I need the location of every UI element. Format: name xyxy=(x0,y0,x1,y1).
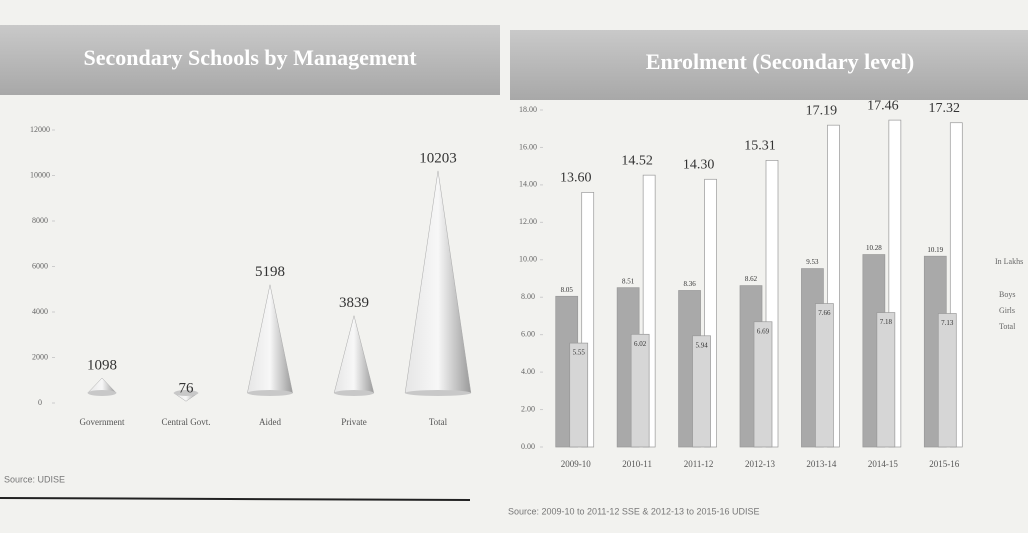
x-tick-label: 2011-12 xyxy=(684,459,714,469)
value-label: 8.36 xyxy=(683,280,696,288)
bar xyxy=(692,335,711,448)
value-label: 10.19 xyxy=(927,246,943,254)
y-tick-label: 6000 xyxy=(32,261,48,270)
value-label: 15.31 xyxy=(744,139,776,154)
y-tick-label: 2000 xyxy=(32,352,48,361)
source: Source: 2009-10 to 2011-12 SSE & 2012-13… xyxy=(508,506,760,516)
x-tick-label: 2013-14 xyxy=(806,459,836,469)
y-tick-label: 6.00 xyxy=(521,329,535,338)
bar xyxy=(569,342,589,448)
y-tick-label: 12000 xyxy=(30,125,50,134)
rule xyxy=(0,497,471,501)
value-label: 8.51 xyxy=(622,277,635,285)
cone-base xyxy=(405,390,471,396)
bar xyxy=(937,313,957,448)
y-tick-label: 0 xyxy=(38,398,42,407)
y-tick-label: 4000 xyxy=(32,307,48,316)
chart-title: Secondary Schools by Management xyxy=(83,45,417,70)
legend-entry: Girls xyxy=(999,306,1015,315)
y-tick-label: 8000 xyxy=(32,216,48,225)
cone-base xyxy=(334,390,374,396)
title-banner xyxy=(0,25,500,95)
value-label: 17.32 xyxy=(929,101,961,116)
x-tick-label: 2009-10 xyxy=(561,459,591,469)
value-label: 6.69 xyxy=(757,327,770,335)
y-tick-label: 12.00 xyxy=(519,217,537,226)
x-tick-label: 2010-11 xyxy=(622,459,652,469)
value-label: 7.13 xyxy=(941,319,954,327)
cone-base xyxy=(173,390,199,396)
legend-entry: Total xyxy=(999,322,1016,331)
value-label: 17.46 xyxy=(867,98,899,113)
value-label: 8.62 xyxy=(745,275,758,283)
value-label: 1098 xyxy=(87,357,117,373)
source: Source: UDISE xyxy=(4,474,65,484)
value-label: 13.60 xyxy=(560,171,592,186)
legend-title: In Lakhs xyxy=(995,257,1023,266)
value-label: 9.53 xyxy=(806,258,819,266)
bar xyxy=(630,333,650,448)
x-tick-label: 2015-16 xyxy=(929,459,959,469)
legend-entry: Boys xyxy=(999,290,1015,299)
y-tick-label: 2.00 xyxy=(521,404,535,413)
x-tick-label: Total xyxy=(429,417,448,427)
bar xyxy=(815,303,834,448)
x-tick-label: Government xyxy=(80,417,125,427)
y-tick-label: 18.00 xyxy=(519,105,537,114)
cone-base xyxy=(247,390,293,396)
y-tick-label: 0.00 xyxy=(521,442,535,451)
y-tick-label: 10000 xyxy=(30,170,50,179)
value-label: 3839 xyxy=(339,295,369,311)
value-label: 17.19 xyxy=(806,103,838,118)
chart-title: Enrolment (Secondary level) xyxy=(646,49,914,74)
value-label: 6.02 xyxy=(634,340,647,348)
y-tick-label: 10.00 xyxy=(519,255,537,264)
value-label: 5.94 xyxy=(695,341,708,349)
cone-base xyxy=(87,390,117,396)
value-label: 14.52 xyxy=(621,153,653,168)
x-tick-label: 2012-13 xyxy=(745,459,775,469)
value-label: 5198 xyxy=(255,264,285,280)
value-label: 7.18 xyxy=(880,318,893,326)
value-label: 8.05 xyxy=(561,286,574,294)
value-label: 76 xyxy=(179,381,195,397)
bar xyxy=(876,312,896,448)
x-tick-label: 2014-15 xyxy=(868,459,898,469)
cone xyxy=(333,315,375,394)
value-label: 5.55 xyxy=(573,349,586,357)
y-tick-label: 14.00 xyxy=(519,180,537,189)
title-banner xyxy=(510,30,1028,100)
value-label: 10203 xyxy=(419,150,457,166)
y-tick-label: 8.00 xyxy=(521,292,535,301)
bar xyxy=(753,321,773,448)
cone xyxy=(247,284,293,394)
value-label: 14.30 xyxy=(683,157,715,172)
value-label: 7.66 xyxy=(818,309,831,317)
x-tick-label: Aided xyxy=(259,417,281,427)
cone xyxy=(404,170,472,394)
y-tick-label: 4.00 xyxy=(521,367,535,376)
y-tick-label: 16.00 xyxy=(519,142,537,151)
x-tick-label: Private xyxy=(341,417,367,427)
value-label: 10.28 xyxy=(866,244,882,252)
x-tick-label: Central Govt. xyxy=(162,417,211,427)
